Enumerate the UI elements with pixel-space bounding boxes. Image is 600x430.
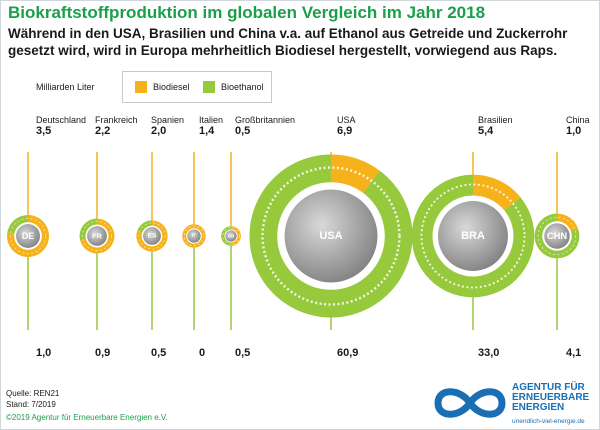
country-name: Deutschland	[36, 115, 87, 125]
legend-label-bioethanol: Bioethanol	[221, 82, 264, 92]
logo-line: ENERGIEN	[512, 402, 565, 413]
biodiesel-value-label: 0,5	[235, 125, 251, 137]
chart-title: Biokraftstoffproduktion im globalen Verg…	[8, 3, 486, 22]
country-name: China	[566, 115, 590, 125]
country-code-label: CHN	[547, 231, 568, 241]
country-name: USA	[337, 115, 356, 125]
donut-hub	[284, 189, 378, 283]
donut-dash-ring	[82, 221, 112, 251]
biodiesel-value-label: 2,0	[151, 125, 167, 137]
donut-dash-ring	[261, 166, 401, 306]
donut-dash-ring	[10, 218, 46, 254]
unit-label: Milliarden Liter	[36, 82, 95, 92]
logo-line: ERNEUERBARE	[512, 392, 590, 403]
donut-hub	[187, 229, 201, 243]
donut-hub	[544, 223, 570, 249]
logo-text: AGENTUR FÜR ERNEUERBARE ENERGIEN	[512, 383, 589, 413]
donut-dash-ring	[222, 227, 240, 245]
biodiesel-value-label: 2,2	[95, 125, 111, 137]
date-note: Stand: 7/2019	[6, 400, 56, 409]
bioethanol-value-label: 4,1	[566, 347, 582, 359]
donut-hub	[438, 201, 508, 271]
bioethanol-value-label: 1,0	[36, 347, 52, 359]
donut-dash-ring	[420, 183, 526, 289]
donut-dash-ring	[537, 216, 577, 256]
bioethanol-value-label: 0,5	[235, 347, 251, 359]
country-code-label: FR	[92, 232, 102, 241]
donut-hub	[16, 224, 40, 248]
biodiesel-value-label: 3,5	[36, 125, 52, 137]
country-name: Frankreich	[95, 115, 138, 125]
biodiesel-value-label: 5,4	[478, 125, 494, 137]
bioethanol-value-label: 33,0	[478, 347, 500, 359]
country-name: Brasilien	[478, 115, 513, 125]
legend-swatch-bioethanol	[203, 81, 215, 93]
bioethanol-value-label: 60,9	[337, 347, 359, 359]
infinity-logo-icon	[434, 388, 506, 418]
chart-subtitle: Während in den USA, Brasilien und China …	[8, 26, 568, 58]
donut-dash-ring	[183, 225, 205, 247]
biodiesel-value-label: 1,0	[566, 125, 582, 137]
biodiesel-value-label: 6,9	[337, 125, 353, 137]
legend-label-biodiesel: Biodiesel	[153, 82, 190, 92]
bioethanol-value-label: 0,5	[151, 347, 167, 359]
copyright-note: ©2019 Agentur für Erneuerbare Energien e…	[6, 413, 168, 422]
country-code-label: IT	[192, 233, 196, 239]
donut-hub	[225, 230, 237, 242]
country-name: Italien	[199, 115, 224, 125]
country-code-label: GB	[228, 234, 236, 239]
donut-hub	[87, 226, 107, 246]
country-code-label: ES	[148, 233, 157, 240]
country-code-label: DE	[22, 231, 34, 241]
biodiesel-value-label: 1,4	[199, 125, 215, 137]
country-code-label: USA	[319, 230, 342, 242]
bioethanol-value-label: 0	[199, 347, 206, 359]
legend: Biodiesel Bioethanol	[122, 71, 272, 103]
country-name: Großbritannien	[235, 115, 296, 125]
country-code-label: BRA	[461, 230, 485, 242]
country-name: Spanien	[151, 115, 185, 125]
source-note: Quelle: REN21	[6, 389, 60, 398]
donut-dash-ring	[138, 222, 166, 250]
donut-hub	[143, 227, 161, 245]
logo-line: AGENTUR FÜR	[512, 382, 585, 393]
logo-url: unendlich-viel-energie.de	[512, 418, 585, 425]
bioethanol-value-label: 0,9	[95, 347, 111, 359]
legend-swatch-biodiesel	[135, 81, 147, 93]
